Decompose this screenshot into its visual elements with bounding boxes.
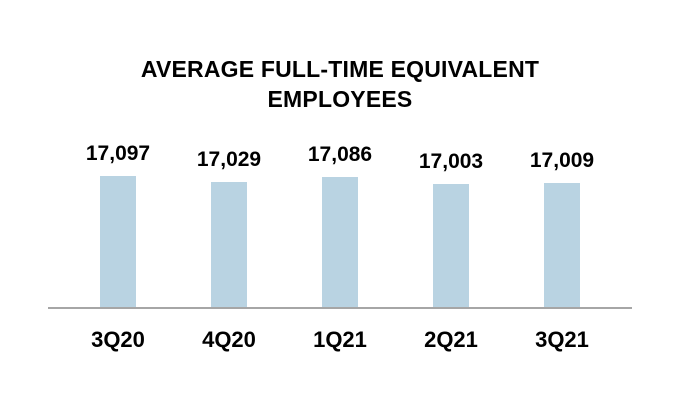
- chart-title: AVERAGE FULL-TIME EQUIVALENT EMPLOYEES: [140, 56, 540, 112]
- x-axis-label: 3Q20: [91, 327, 145, 352]
- bar-group: 17,086: [300, 143, 380, 307]
- x-axis-label: 4Q20: [202, 327, 256, 352]
- bar-value-label: 17,097: [85, 142, 151, 165]
- bar: [322, 177, 358, 307]
- bar-value-label: 17,009: [529, 149, 595, 172]
- bar-group: 17,009: [522, 149, 602, 307]
- x-axis-label: 2Q21: [424, 327, 478, 352]
- x-axis-label: 3Q21: [535, 327, 589, 352]
- bar-value-label: 17,029: [196, 148, 262, 171]
- bar-group: 17,003: [411, 150, 491, 307]
- bar: [211, 182, 247, 307]
- bar-group: 17,029: [189, 148, 269, 307]
- bar: [544, 183, 580, 307]
- x-axis-labels: 3Q20 4Q20 1Q21 2Q21 3Q21: [0, 327, 680, 353]
- plot-region: 17,097 17,029 17,086 17,003 17,009 3Q20 4Q20 1…: [0, 137, 680, 353]
- bar: [433, 184, 469, 307]
- x-axis-label: 1Q21: [313, 327, 367, 352]
- x-axis-line: [48, 307, 632, 309]
- bar-value-label: 17,086: [307, 143, 373, 166]
- bar-group: 17,097: [78, 142, 158, 307]
- bar-value-label: 17,003: [418, 150, 484, 173]
- bar: [100, 176, 136, 307]
- plot-area: 17,097 17,029 17,086 17,003 17,009: [0, 137, 680, 307]
